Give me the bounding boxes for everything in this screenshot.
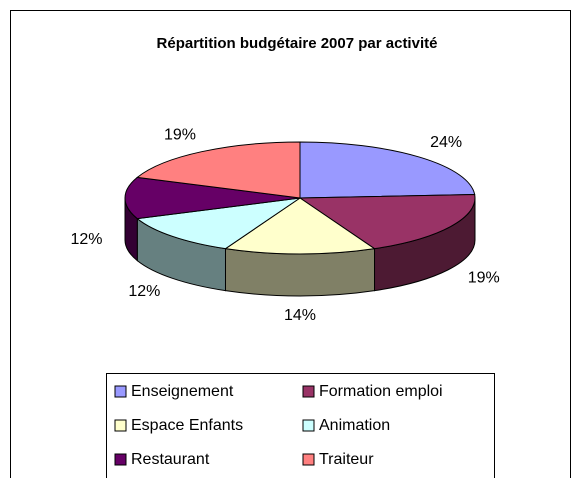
slice bbox=[124, 176, 301, 220]
legend-label: Animation bbox=[319, 417, 390, 434]
legend-label: Restaurant bbox=[131, 451, 210, 468]
data-label: 24% bbox=[430, 134, 462, 151]
legend-label: Enseignement bbox=[131, 383, 234, 400]
legend-swatch bbox=[302, 385, 315, 398]
legend-box bbox=[106, 373, 495, 478]
data-label: 14% bbox=[284, 307, 316, 324]
slice bbox=[224, 197, 376, 255]
data-label: 19% bbox=[468, 270, 500, 287]
legend-swatch bbox=[114, 453, 127, 466]
data-label: 19% bbox=[164, 127, 196, 144]
legend-label: Espace Enfants bbox=[131, 417, 243, 434]
legend-label: Formation emploi bbox=[319, 383, 443, 400]
slice bbox=[136, 197, 301, 250]
legend-label: Traiteur bbox=[319, 451, 374, 468]
chart-title: Répartition budgétaire 2007 par activité bbox=[157, 35, 438, 52]
slice bbox=[299, 141, 476, 199]
slice-side bbox=[224, 248, 376, 297]
slice bbox=[298, 193, 476, 250]
legend-swatch bbox=[302, 453, 315, 466]
legend-swatch bbox=[114, 419, 127, 432]
legend-swatch bbox=[114, 385, 127, 398]
data-label: 12% bbox=[70, 231, 102, 248]
slice bbox=[136, 141, 301, 199]
data-label: 12% bbox=[128, 283, 160, 300]
legend-swatch bbox=[302, 419, 315, 432]
